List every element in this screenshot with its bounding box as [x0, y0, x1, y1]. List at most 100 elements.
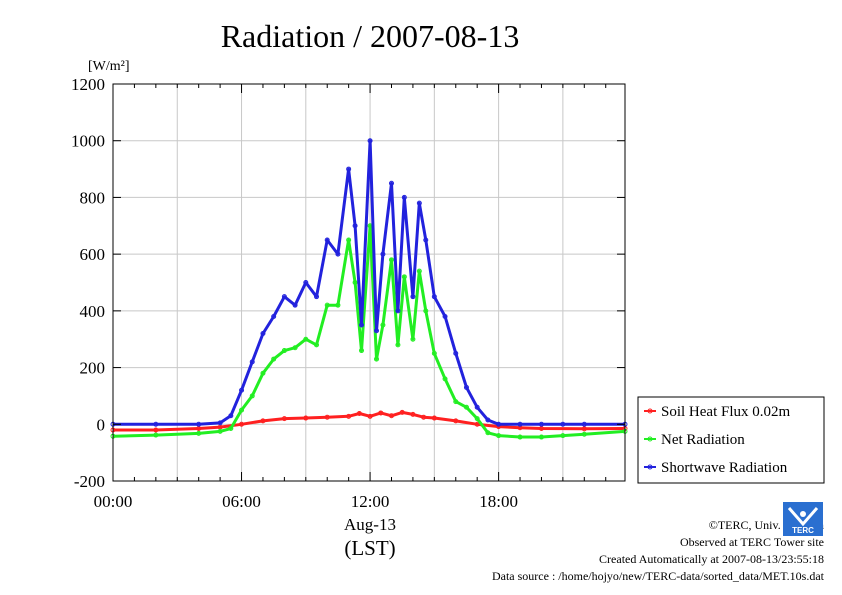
- data-point: [453, 418, 459, 424]
- data-point: [324, 414, 330, 420]
- data-point: [581, 431, 587, 437]
- data-point: [581, 421, 587, 427]
- data-point: [352, 223, 358, 229]
- y-tick-label: 600: [80, 245, 106, 264]
- legend-marker: [647, 464, 653, 470]
- x-tick-label: 12:00: [351, 492, 390, 511]
- data-point: [359, 322, 365, 328]
- data-point: [281, 416, 287, 422]
- created-text: Created Automatically at 2007-08-13/23:5…: [599, 552, 824, 566]
- y-tick-label: 800: [80, 188, 106, 207]
- data-point: [442, 376, 448, 382]
- data-point: [373, 356, 379, 362]
- data-point: [538, 434, 544, 440]
- series-line: [113, 139, 625, 426]
- data-point: [153, 432, 159, 438]
- data-point: [260, 370, 266, 376]
- data-point: [410, 294, 416, 300]
- data-point: [410, 411, 416, 417]
- data-point: [239, 387, 245, 393]
- data-point: [380, 251, 386, 257]
- data-point: [517, 434, 523, 440]
- data-point: [395, 308, 401, 314]
- data-point: [217, 420, 223, 426]
- data-point: [416, 200, 422, 206]
- data-point: [303, 280, 309, 285]
- data-point: [410, 336, 416, 342]
- date-label: Aug-13: [344, 515, 396, 534]
- legend-label: Soil Heat Flux 0.02m: [661, 404, 791, 420]
- timezone-label: (LST): [344, 536, 395, 560]
- data-point: [359, 348, 365, 354]
- data-point: [356, 411, 362, 417]
- x-axis-ticks: 00:00 06:00 12:00 18:00: [94, 84, 607, 511]
- data-point: [346, 237, 352, 243]
- data-point: [517, 421, 523, 427]
- data-point: [367, 413, 373, 419]
- data-point: [281, 294, 287, 300]
- data-point: [314, 294, 320, 300]
- x-tick-label: 00:00: [94, 492, 133, 511]
- data-point: [399, 409, 405, 415]
- data-point: [453, 350, 459, 356]
- data-point: [431, 415, 437, 421]
- series-line: [112, 224, 626, 439]
- data-point: [292, 345, 298, 351]
- data-point: [496, 433, 502, 439]
- data-point: [485, 430, 491, 436]
- data-point: [196, 430, 202, 436]
- y-tick-label: 0: [97, 415, 106, 434]
- series-1: [110, 223, 628, 440]
- data-point: [423, 308, 429, 314]
- data-point: [378, 410, 384, 416]
- data-point: [380, 322, 386, 328]
- data-point: [388, 257, 394, 263]
- data-point: [228, 413, 234, 419]
- data-point: [324, 302, 330, 308]
- data-point: [442, 314, 448, 320]
- data-point: [463, 384, 469, 390]
- data-point: [324, 237, 330, 243]
- data-point: [401, 274, 407, 280]
- chart-title: Radiation / 2007-08-13: [221, 18, 520, 54]
- x-tick-label: 06:00: [222, 492, 261, 511]
- data-point: [239, 421, 245, 427]
- data-point: [260, 331, 266, 337]
- y-tick-label: -200: [74, 472, 105, 491]
- data-point: [249, 359, 255, 365]
- plot-frame: [112, 83, 626, 482]
- data-point: [239, 407, 245, 413]
- data-point: [453, 399, 459, 405]
- data-point: [485, 417, 491, 423]
- y-axis-unit-label: [W/m²]: [88, 59, 130, 74]
- legend-box: [637, 396, 825, 484]
- data-point: [352, 280, 358, 285]
- series-0: [110, 409, 628, 433]
- data-point: [474, 404, 480, 410]
- data-point: [153, 421, 159, 427]
- legend-label: Net Radiation: [661, 432, 745, 448]
- logo-text: TERC: [792, 526, 814, 535]
- data-point: [423, 237, 429, 243]
- legend-marker: [647, 408, 653, 414]
- data-point: [373, 328, 379, 334]
- data-point: [367, 138, 373, 144]
- legend: Soil Heat Flux 0.02m Net Radiation Shortwa…: [637, 396, 825, 484]
- data-point: [395, 342, 401, 348]
- data-point: [303, 415, 309, 421]
- data-point: [228, 426, 234, 432]
- data-point: [431, 350, 437, 356]
- data-point: [463, 404, 469, 410]
- y-axis-ticks: -200 0 200 400 600 800 1000 1200: [71, 75, 625, 491]
- data-point: [292, 302, 298, 308]
- data-point: [416, 268, 422, 274]
- data-point: [581, 426, 587, 432]
- data-point: [474, 421, 480, 427]
- data-point: [249, 393, 255, 399]
- data-point: [388, 413, 394, 419]
- data-point: [496, 421, 502, 427]
- data-point: [303, 336, 309, 342]
- data-point: [538, 421, 544, 427]
- y-tick-label: 1000: [71, 132, 105, 151]
